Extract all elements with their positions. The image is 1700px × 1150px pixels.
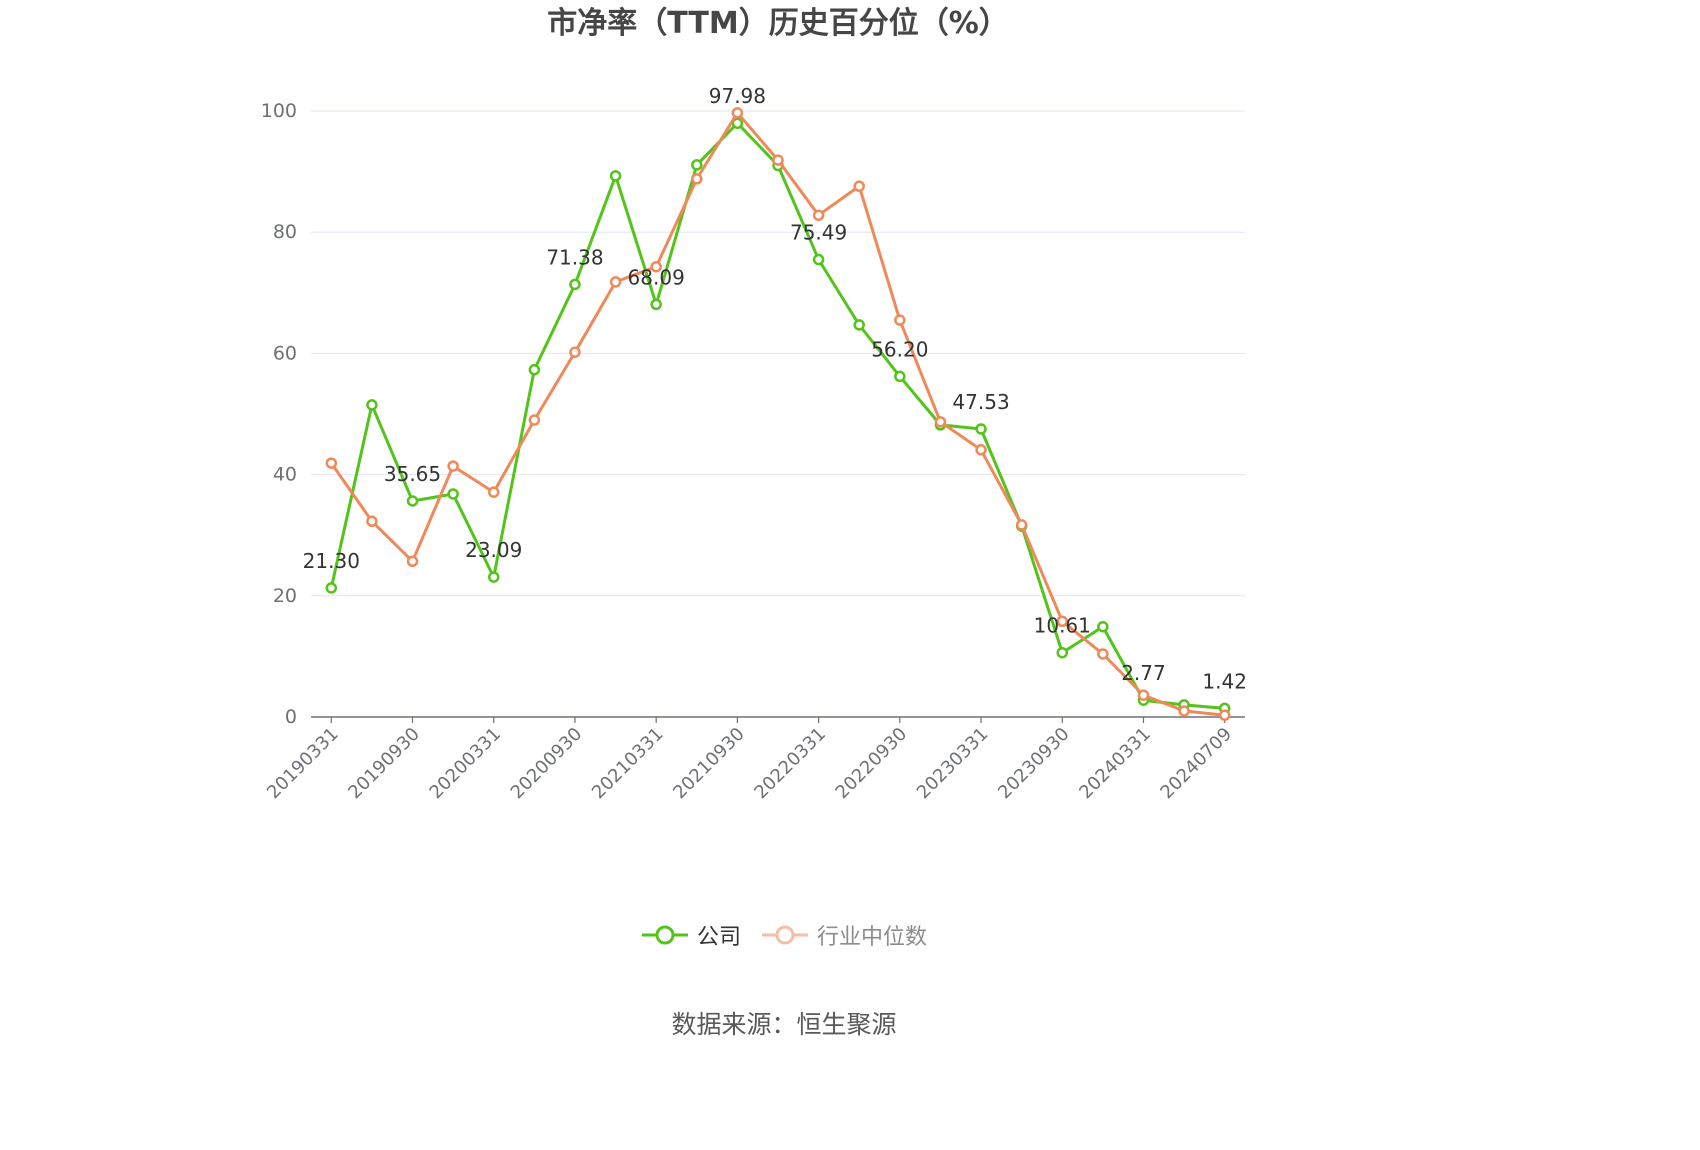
company-data-label: 68.09	[628, 265, 685, 289]
industry-median-point[interactable]	[487, 486, 500, 498]
company-data-label: 1.42	[1202, 669, 1247, 693]
company-point[interactable]	[366, 399, 378, 411]
industry-median-point[interactable]	[1056, 615, 1069, 628]
company-data-label: 71.38	[546, 245, 603, 269]
legend-line-circle-icon	[642, 925, 688, 945]
industry-median-point[interactable]	[934, 416, 947, 428]
company-point[interactable]	[1097, 620, 1109, 633]
industry-median-point[interactable]	[772, 154, 784, 166]
company-point[interactable]	[406, 495, 419, 507]
industry-median-point[interactable]	[1137, 689, 1150, 701]
company-data-label: 35.65	[384, 462, 441, 486]
legend-circle	[655, 925, 675, 945]
industry-median-point[interactable]	[1218, 709, 1231, 721]
company-point[interactable]	[731, 117, 744, 129]
industry-median-point[interactable]	[894, 314, 906, 326]
grid-lines	[311, 110, 1245, 597]
series-layer	[325, 107, 1231, 721]
x-tick-label: 20200930	[507, 724, 587, 804]
y-tick-label: 100	[261, 100, 297, 122]
industry-median-point[interactable]	[650, 260, 662, 273]
legend-circle	[775, 925, 795, 945]
industry-median-point[interactable]	[1178, 705, 1190, 717]
x-tick-label: 20200331	[426, 724, 506, 804]
industry-median-point[interactable]	[366, 515, 378, 528]
industry-median-point[interactable]	[406, 555, 419, 568]
company-point[interactable]	[894, 370, 906, 383]
industry-median-point[interactable]	[812, 209, 825, 221]
y-tick-label: 40	[273, 464, 297, 486]
x-tick-label: 20210331	[588, 724, 668, 804]
legend-label-company: 公司	[697, 925, 742, 950]
company-point[interactable]	[609, 170, 622, 182]
industry-median-point[interactable]	[569, 346, 581, 358]
x-tick-label: 20230331	[913, 724, 993, 804]
x-tick-label: 20230930	[994, 724, 1074, 804]
industry-median-point[interactable]	[731, 107, 744, 119]
x-tick-label: 20240709	[1156, 724, 1236, 804]
company-point[interactable]	[975, 423, 987, 435]
y-tick-label: 60	[273, 342, 297, 364]
data-source-note: 数据来源：恒生聚源	[671, 1010, 897, 1039]
company-data-label: 2.77	[1121, 661, 1166, 685]
company-data-label: 75.49	[790, 221, 847, 245]
industry-median-point[interactable]	[691, 173, 703, 185]
company-data-label: 10.61	[1034, 614, 1091, 638]
company-point[interactable]	[487, 571, 500, 583]
company-point[interactable]	[325, 582, 338, 594]
company-point[interactable]	[691, 159, 703, 171]
industry-median-point[interactable]	[853, 180, 865, 192]
industry-median-series	[325, 107, 1231, 721]
x-tick-label: 20220331	[750, 724, 830, 804]
x-tick-label: 20190331	[263, 724, 343, 804]
legend-line-circle-icon	[762, 925, 809, 945]
company-point[interactable]	[1056, 646, 1069, 659]
company-point[interactable]	[569, 278, 581, 291]
legend-item-company[interactable]: 公司	[640, 915, 741, 955]
company-point[interactable]	[650, 298, 662, 311]
x-tick-label: 20210930	[669, 724, 749, 804]
chart-title: 市净率（TTM）历史百分位（%）	[547, 6, 1009, 41]
company-point[interactable]	[853, 319, 865, 331]
industry-median-point[interactable]	[447, 460, 459, 472]
y-tick-label: 0	[285, 706, 297, 728]
industry-median-point[interactable]	[609, 276, 622, 288]
company-data-label: 21.30	[303, 549, 360, 573]
y-tick-label: 20	[273, 585, 297, 607]
company-point[interactable]	[447, 488, 459, 500]
company-data-label: 97.98	[709, 84, 766, 108]
legend-item-industry-median[interactable]: 行业中位数	[760, 915, 927, 955]
y-axis: 0 20 40 60 80 100	[261, 100, 297, 728]
y-tick-label: 80	[273, 221, 297, 243]
legend-label-industry-median: 行业中位数	[817, 925, 928, 950]
company-point[interactable]	[528, 364, 541, 376]
x-axis: 20190331 20190930 20200331 20200930 20210331…	[263, 716, 1245, 804]
x-tick-label: 20190930	[344, 724, 424, 804]
data-labels: 21.30 35.65 23.09 71.38 68.09 97.98 75.49 56.20…	[303, 84, 1247, 693]
company-data-label: 47.53	[952, 390, 1009, 414]
company-data-label: 56.20	[871, 337, 928, 361]
company-point[interactable]	[812, 253, 825, 266]
industry-median-point[interactable]	[1015, 519, 1028, 531]
company-data-label: 23.09	[465, 538, 522, 562]
industry-median-point[interactable]	[975, 444, 987, 456]
company-series	[325, 117, 1231, 715]
x-tick-label: 20220930	[832, 724, 912, 804]
industry-median-point[interactable]	[528, 414, 541, 426]
industry-median-point[interactable]	[1097, 648, 1109, 660]
industry-median-point[interactable]	[325, 457, 338, 469]
legend: 公司 行业中位数	[640, 915, 946, 955]
x-tick-label: 20240331	[1075, 724, 1155, 804]
